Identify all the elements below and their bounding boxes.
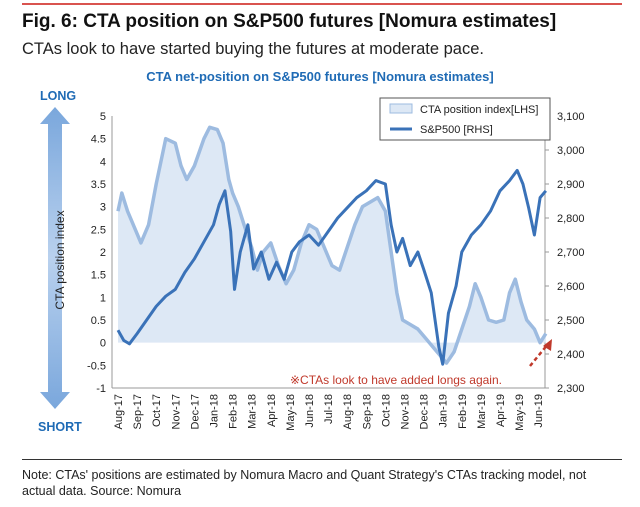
- top-rule: [22, 3, 622, 5]
- y-left-tick-label: 5: [100, 111, 106, 123]
- y-right-tick-label: 2,800: [557, 213, 585, 225]
- figure-title: Fig. 6: CTA position on S&P500 futures […: [22, 11, 557, 32]
- cta-area: [118, 127, 546, 364]
- long-label: LONG: [40, 89, 77, 103]
- x-tick-label: Nov-17: [170, 394, 182, 429]
- y-right-tick-label: 2,900: [557, 179, 585, 191]
- long-short-arrow: [40, 107, 70, 409]
- y-left-tick-label: -1: [96, 383, 106, 395]
- legend-label-sp500: S&P500 [RHS]: [420, 124, 493, 136]
- x-tick-label: Nov-18: [400, 394, 412, 429]
- y-left-tick-label: 3.5: [91, 179, 106, 191]
- y-left-tick-label: 0: [100, 338, 106, 350]
- y-right-tick-label: 2,700: [557, 247, 585, 259]
- x-tick-label: Apr-19: [495, 394, 507, 427]
- x-tick-label: Aug-18: [342, 394, 354, 429]
- y-right-tick-label: 2,400: [557, 349, 585, 361]
- annotation: ※CTAs look to have added longs again.: [290, 373, 502, 387]
- footer-note: Note: CTAs' positions are estimated by N…: [22, 468, 587, 498]
- x-tick-label: Apr-18: [266, 394, 278, 427]
- y-left-tick-label: 4: [100, 156, 106, 168]
- x-tick-label: Jan-19: [438, 394, 450, 428]
- y-left-tick-label: 1: [100, 292, 106, 304]
- y-right-tick-label: 2,300: [557, 383, 585, 395]
- x-tick-label: Mar-18: [247, 394, 259, 429]
- legend: CTA position index[LHS] S&P500 [RHS]: [379, 97, 551, 141]
- y-left-tick-label: 3: [100, 202, 106, 214]
- x-tick-label: Mar-19: [476, 394, 488, 429]
- x-tick-label: Aug-17: [113, 394, 125, 429]
- x-tick-label: Dec-18: [419, 394, 431, 429]
- y-right-tick-label: 3,100: [557, 111, 585, 123]
- annotation-arrow: [529, 343, 549, 367]
- y-axis-label: CTA position index: [53, 210, 67, 310]
- y-right-tick-label: 3,000: [557, 145, 585, 157]
- x-tick-label: Oct-17: [151, 394, 163, 427]
- legend-label-cta: CTA position index[LHS]: [420, 104, 538, 116]
- x-tick-label: May-18: [285, 394, 297, 431]
- figure-subtitle: CTAs look to have started buying the fut…: [22, 40, 484, 58]
- y-left-tick-label: 2: [100, 247, 106, 259]
- x-tick-label: Feb-18: [228, 394, 240, 429]
- annotation-arrow-head: [543, 339, 552, 351]
- y-left-tick-label: 0.5: [91, 315, 106, 327]
- x-tick-label: Jun-18: [304, 394, 316, 428]
- y-left-tick-label: 4.5: [91, 134, 106, 146]
- y-left-tick-label: 1.5: [91, 270, 106, 282]
- y-left-tick-label: -0.5: [87, 360, 106, 372]
- footer-rule: [22, 459, 622, 460]
- legend-swatch-cta: [389, 103, 413, 114]
- x-tick-label: Dec-17: [189, 394, 201, 429]
- y-left-tick-label: 2.5: [91, 224, 106, 236]
- x-tick-label: Feb-19: [457, 394, 469, 429]
- y-right-tick-label: 2,600: [557, 281, 585, 293]
- chart-title: CTA net-position on S&P500 futures [Nomu…: [146, 69, 494, 84]
- x-tick-label: Sep-17: [132, 394, 144, 429]
- x-tick-label: May-19: [514, 394, 526, 431]
- short-label: SHORT: [38, 420, 82, 434]
- x-tick-label: Jun-19: [533, 394, 545, 428]
- x-tick-label: Jul-18: [323, 394, 335, 424]
- x-tick-label: Sep-18: [361, 394, 373, 429]
- cta-line: [116, 125, 548, 365]
- x-tick-label: Jan-18: [209, 394, 221, 428]
- x-tick-label: Oct-18: [380, 394, 392, 427]
- y-right-tick-label: 2,500: [557, 315, 585, 327]
